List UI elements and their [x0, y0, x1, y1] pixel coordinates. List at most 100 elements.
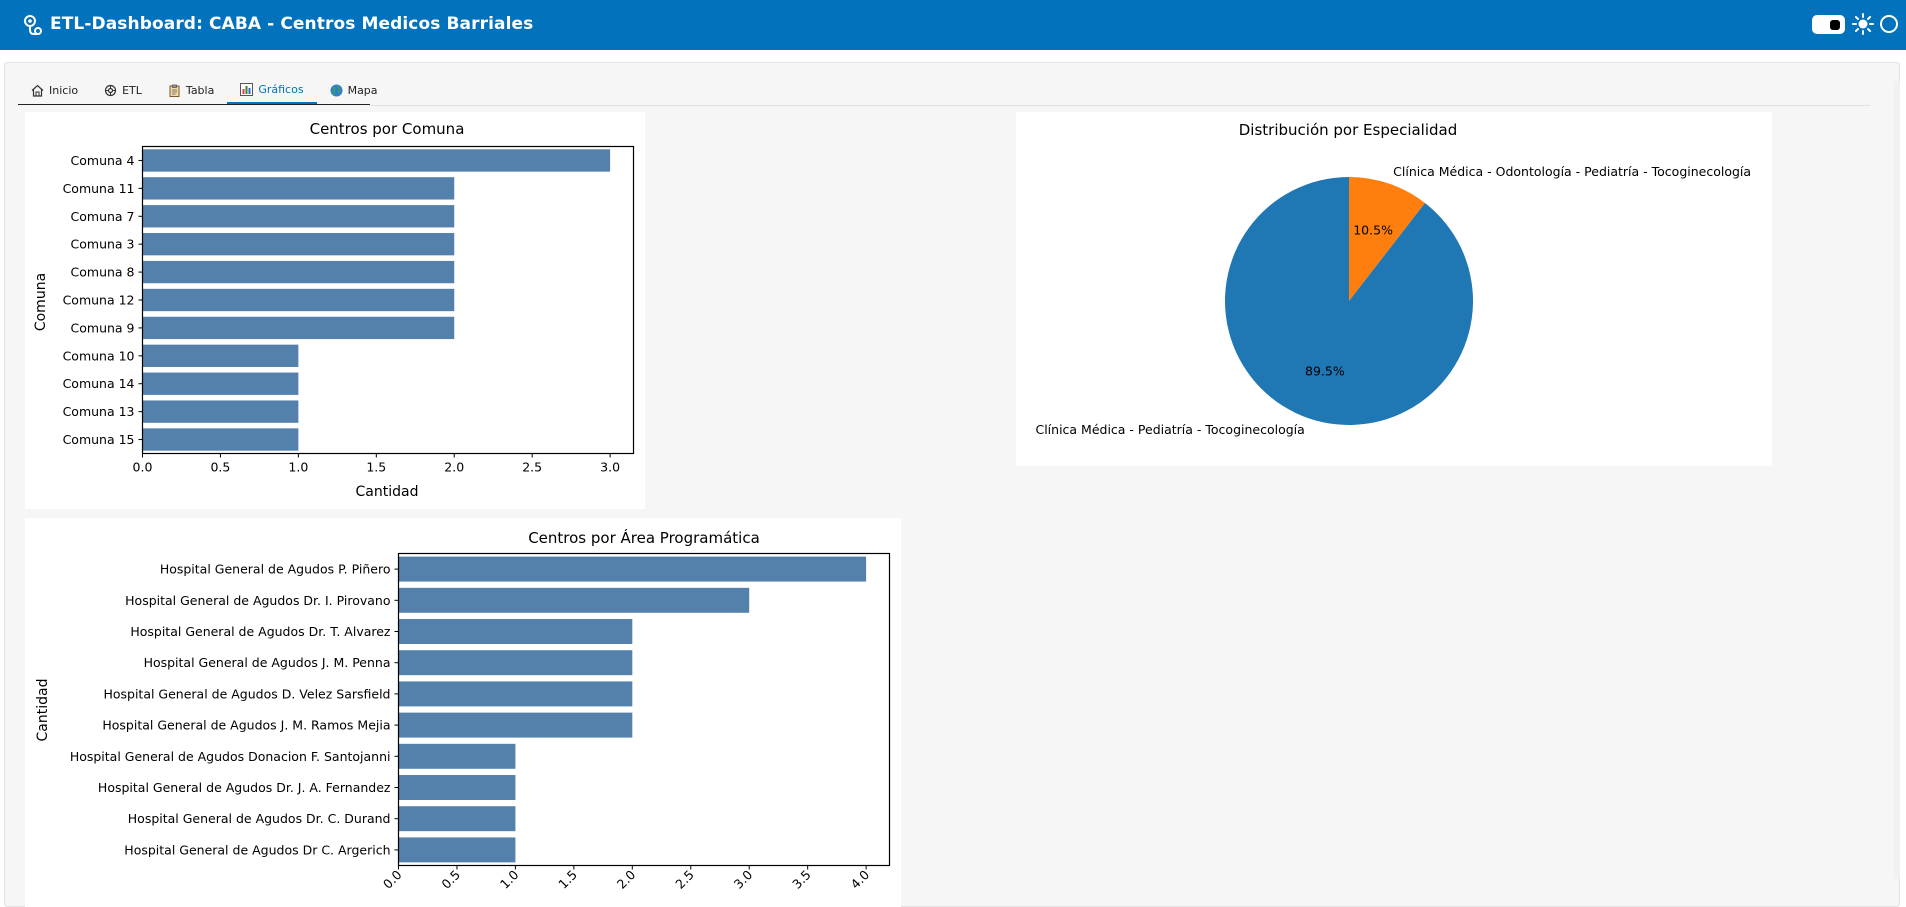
tab-label: Mapa [347, 83, 378, 97]
y-tick-label: Comuna 8 [71, 265, 135, 280]
chart-distribucion-especialidad: Distribución por Especialidad 10.5% Clíni… [1016, 112, 1772, 466]
x-tick-label: 2.5 [672, 867, 697, 892]
y-tick-label: Hospital General de Agudos Dr. C. Durand [128, 811, 391, 826]
gear-icon [105, 84, 117, 96]
sun-icon[interactable] [1851, 12, 1875, 36]
bar [398, 556, 867, 582]
tab-bar-divider [370, 105, 1870, 106]
bar [398, 587, 750, 613]
x-tick-label: 2.0 [444, 460, 464, 475]
tab-tabla[interactable]: Tabla [155, 76, 227, 104]
toggle-knob [1830, 20, 1840, 30]
y-tick-label: Hospital General de Agudos P. Piñero [160, 562, 391, 577]
tab-etl[interactable]: ETL [91, 76, 155, 104]
pie-slice [1349, 177, 1426, 301]
x-tick-label: 0.0 [380, 867, 405, 892]
plot-frame [397, 552, 891, 867]
y-tick-label: Hospital General de Agudos J. M. Penna [144, 655, 391, 670]
bar [142, 372, 299, 395]
bar [142, 428, 299, 451]
chart-title: Distribución por Especialidad [1239, 121, 1458, 139]
bar [142, 344, 299, 367]
status-circle-icon[interactable] [1880, 15, 1898, 33]
tab-label: Inicio [49, 83, 79, 97]
clipboard-icon [169, 84, 180, 97]
x-tick-label: 3.5 [789, 867, 814, 892]
y-tick-label: Hospital General de Agudos Dr C. Argeric… [124, 842, 390, 857]
scrollbar-thumb[interactable] [1894, 80, 1900, 880]
bar [398, 837, 516, 863]
pie-slice-label: Clínica Médica - Odontología - Pediatría… [1393, 164, 1751, 179]
pie-slice-label: Clínica Médica - Pediatría - Tocoginecol… [1035, 422, 1304, 437]
bar [142, 316, 455, 340]
plot-frame [141, 145, 635, 455]
bar-chart-icon [240, 82, 254, 96]
y-axis-label: Comuna [33, 273, 49, 331]
chart-comuna-svg: Centros por Comuna Comuna Cantidad Comun… [33, 120, 635, 500]
y-tick-label: Hospital General de Agudos Donacion F. S… [70, 749, 391, 764]
tab-mapa[interactable]: Mapa [317, 76, 391, 104]
bar [142, 233, 455, 256]
pie-slice [1225, 177, 1473, 425]
y-tick-label: Hospital General de Agudos Dr. I. Pirova… [125, 593, 390, 608]
bar [398, 712, 633, 738]
bar [398, 681, 633, 707]
y-tick-label: Comuna 3 [71, 237, 135, 252]
tab-graficos[interactable]: Gráficos [227, 76, 317, 104]
pie-value-label: 10.5% [1353, 223, 1393, 238]
chart-centros-por-comuna: Centros por Comuna Comuna Cantidad Comun… [25, 112, 645, 509]
y-tick-label: Comuna 7 [71, 209, 135, 224]
x-tick-label: 1.0 [288, 460, 308, 475]
y-tick-label: Comuna 13 [63, 404, 135, 419]
chart-centros-por-area: Centros por Área Programática Cantidad H… [25, 518, 901, 907]
bar [142, 400, 299, 423]
y-tick-label: Hospital General de Agudos Dr. J. A. Fer… [98, 780, 391, 795]
x-tick-label: 3.0 [731, 867, 756, 892]
x-tick-label: 1.5 [555, 867, 580, 892]
y-tick-label: Comuna 15 [63, 432, 135, 447]
y-tick-label: Hospital General de Agudos D. Velez Sars… [103, 686, 390, 701]
chart-title: Centros por Comuna [310, 120, 465, 138]
y-tick-label: Hospital General de Agudos Dr. T. Alvare… [130, 624, 391, 639]
tab-label: Tabla [185, 83, 215, 97]
chart-pie-svg: Distribución por Especialidad 10.5% Clíni… [1035, 121, 1751, 437]
bar [142, 205, 455, 228]
app-title: ETL-Dashboard: CABA - Centros Medicos Ba… [50, 14, 534, 34]
bar [142, 177, 455, 200]
x-tick-label: 1.5 [366, 460, 386, 475]
y-tick-label: Comuna 4 [71, 153, 135, 168]
bar [398, 743, 516, 769]
stethoscope-icon [24, 15, 42, 35]
y-tick-label: Comuna 11 [63, 181, 135, 196]
tab-inicio[interactable]: Inicio [18, 76, 91, 104]
x-tick-label: 1.0 [497, 867, 522, 892]
chart-title: Centros por Área Programática [528, 528, 760, 547]
bar [142, 288, 455, 312]
bar [398, 806, 516, 832]
globe-icon [330, 84, 343, 96]
tab-label: Gráficos [258, 82, 304, 96]
x-tick-label: 2.5 [522, 460, 542, 475]
x-tick-label: 0.5 [210, 460, 230, 475]
x-tick-label: 0.5 [438, 867, 463, 892]
bar [142, 149, 611, 172]
y-tick-label: Comuna 12 [63, 293, 135, 308]
bar [398, 775, 516, 800]
bar [398, 650, 633, 676]
x-tick-label: 0.0 [133, 460, 153, 475]
x-tick-label: 2.0 [614, 867, 639, 892]
app-header: ETL-Dashboard: CABA - Centros Medicos Ba… [0, 0, 1906, 50]
y-tick-label: Hospital General de Agudos J. M. Ramos M… [102, 718, 390, 733]
y-tick-label: Comuna 14 [63, 376, 135, 391]
x-tick-label: 4.0 [848, 867, 873, 892]
y-axis-label: Cantidad [35, 679, 51, 742]
y-tick-label: Comuna 9 [71, 320, 135, 335]
tab-bar: Inicio ETL Tabla Gráficos Mapa [18, 76, 378, 105]
x-tick-label: 3.0 [600, 460, 620, 475]
bar [398, 619, 633, 644]
pie-value-label: 89.5% [1305, 363, 1345, 378]
y-tick-label: Comuna 10 [63, 348, 135, 363]
dark-mode-toggle[interactable] [1812, 15, 1845, 34]
tab-label: ETL [122, 83, 142, 97]
home-icon [31, 84, 44, 97]
